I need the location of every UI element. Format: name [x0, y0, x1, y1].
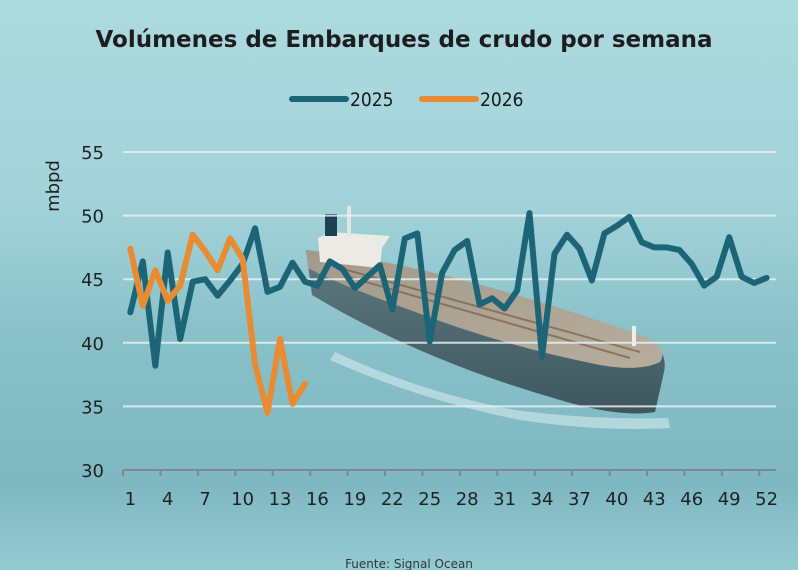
- series-line-2025: [127, 210, 770, 369]
- x-tick-label: 19: [343, 489, 366, 510]
- y-tick-label: 55: [81, 143, 104, 164]
- gridlines: [123, 151, 776, 408]
- source-note: Fuente: Signal Ocean: [345, 557, 473, 570]
- y-axis-title: mbpd: [43, 160, 64, 212]
- y-tick-label: 50: [81, 207, 104, 228]
- x-tick-label: 22: [381, 489, 404, 510]
- x-tick-label: 10: [231, 489, 254, 510]
- x-tick-label: 34: [531, 489, 554, 510]
- x-tick-label: 4: [162, 489, 173, 510]
- x-tick-label: 49: [718, 489, 741, 510]
- x-tick-label: 31: [493, 489, 516, 510]
- ship-mast: [347, 206, 351, 236]
- chart-title: Volúmenes de Embarques de crudo por sema…: [95, 27, 712, 53]
- x-tick-label: 7: [199, 489, 210, 510]
- ship-wake: [330, 352, 670, 429]
- x-tick-label: 43: [643, 489, 666, 510]
- y-axis-ticks: 30 35 40 45 50 55: [81, 143, 104, 482]
- y-tick-label: 30: [81, 461, 104, 482]
- ship-funnel: [325, 214, 337, 236]
- ship-superstructure: [318, 232, 390, 268]
- x-tick-label: 1: [125, 489, 136, 510]
- x-tick-label: 40: [605, 489, 628, 510]
- x-tick-label: 25: [418, 489, 441, 510]
- series-line-2026: [127, 231, 308, 416]
- x-axis: 1 4 7 10 13 16 19 22 25 28 31 34 37 40 43 46 49 52: [122, 469, 778, 510]
- series-lines: [127, 210, 770, 416]
- x-tick-label: 13: [269, 489, 292, 510]
- x-tick-label: 52: [755, 489, 778, 510]
- y-tick-label: 35: [81, 397, 104, 418]
- ship-pipes: [339, 267, 641, 359]
- x-tick-label: 46: [680, 489, 703, 510]
- y-tick-label: 45: [81, 270, 104, 291]
- legend-label-2025: 2025: [350, 89, 394, 111]
- legend-label-2026: 2026: [480, 89, 524, 111]
- legend: 2025 2026: [289, 89, 524, 111]
- x-tick-label: 28: [456, 489, 479, 510]
- y-tick-label: 40: [81, 334, 104, 355]
- x-tick-label: 37: [568, 489, 591, 510]
- x-tick-label: 16: [306, 489, 329, 510]
- ship-bow-mast: [632, 326, 636, 346]
